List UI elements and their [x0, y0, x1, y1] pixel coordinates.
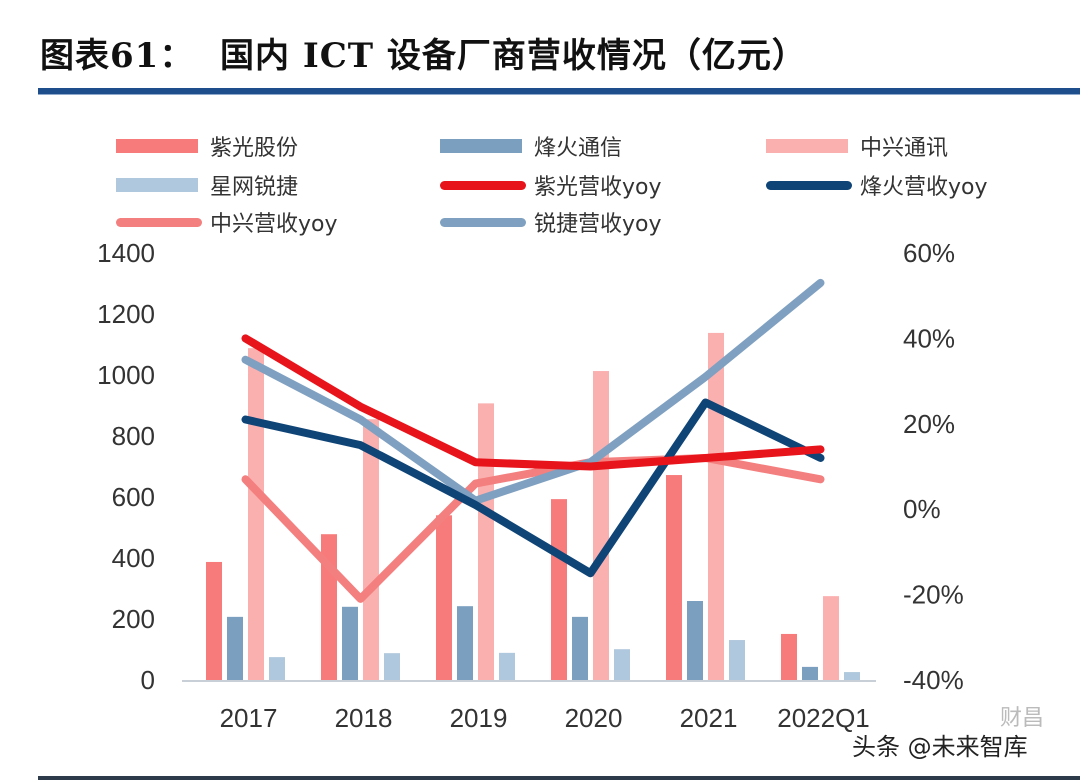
bar-1 [436, 515, 452, 680]
legend-label: 紫光营收yoy [534, 175, 662, 200]
bar-3 [593, 371, 609, 680]
legend-bar-swatch [116, 139, 198, 153]
y-left-tick-label: 1200 [97, 299, 155, 329]
x-tick-label: 2019 [450, 703, 508, 733]
bar-4 [269, 657, 285, 680]
watermark-logo: 财昌 [1000, 706, 1045, 731]
legend-item: 烽火通信 [440, 131, 622, 161]
line-series-1 [241, 334, 825, 471]
legend-label: 星网锐捷 [210, 175, 299, 200]
x-tick-label: 2020 [565, 703, 623, 733]
legend-line-swatch [440, 180, 526, 190]
bar-2 [227, 616, 243, 680]
legend-line-swatch [440, 217, 526, 227]
x-tick-label: 2017 [220, 703, 278, 733]
bar-3 [248, 348, 264, 680]
bottom-divider [38, 776, 1080, 780]
legend-bar-swatch [766, 139, 848, 153]
watermark-text: 头条 @未来智库 [852, 733, 1028, 761]
legend-bar-swatch [116, 178, 198, 192]
bar-3 [708, 332, 724, 680]
y-left-tick-label: 400 [112, 543, 155, 573]
y-left-tick-label: 1400 [97, 238, 155, 268]
y-left-tick-label: 600 [112, 482, 155, 512]
legend-item: 中兴通讯 [766, 131, 948, 161]
y-left-tick-label: 200 [112, 604, 155, 634]
legend-bar-swatch [440, 139, 522, 153]
legend-item: 紫光股份 [116, 131, 298, 161]
legend-line-swatch [116, 217, 202, 227]
y-left-tick-label: 1000 [97, 360, 155, 390]
legend-label: 中兴营收yoy [210, 212, 338, 237]
bar-1 [206, 561, 222, 680]
legend-label: 中兴通讯 [860, 136, 949, 161]
bar-4 [844, 672, 860, 680]
legend-item: 中兴营收yoy [116, 207, 338, 237]
x-tick-label: 2022Q1 [777, 703, 870, 733]
bar-2 [572, 616, 588, 680]
legend-label: 锐捷营收yoy [534, 212, 662, 237]
legend-label: 烽火营收yoy [860, 175, 988, 200]
bar-2 [687, 601, 703, 680]
legend-label: 紫光股份 [210, 136, 299, 161]
line-series-4 [241, 278, 825, 505]
bar-4 [614, 649, 630, 680]
bar-3 [363, 419, 379, 680]
bar-1 [551, 499, 567, 680]
y-right-tick-label: 40% [903, 323, 955, 353]
title-divider [38, 88, 1080, 95]
line-series-2 [241, 398, 825, 578]
y-left-tick-label: 0 [141, 665, 155, 695]
bar-4 [384, 653, 400, 680]
y-left-tick-label: 800 [112, 421, 155, 451]
legend-item: 紫光营收yoy [440, 170, 662, 200]
legend-item: 烽火营收yoy [766, 170, 988, 200]
bar-1 [666, 475, 682, 680]
bar-1 [781, 633, 797, 680]
bar-2 [342, 606, 358, 680]
x-tick-label: 2018 [335, 703, 393, 733]
bar-3 [823, 596, 839, 680]
y-right-tick-label: -20% [903, 580, 964, 610]
bar-2 [457, 606, 473, 680]
x-tick-label: 2021 [680, 703, 738, 733]
legend-item: 星网锐捷 [116, 170, 298, 200]
legend-item: 锐捷营收yoy [440, 207, 662, 237]
bar-2 [802, 666, 818, 680]
bar-4 [499, 652, 515, 680]
y-right-tick-label: 0% [903, 494, 941, 524]
legend-label: 烽火通信 [534, 136, 623, 161]
legend-line-swatch [766, 180, 852, 190]
y-right-tick-label: -40% [903, 665, 964, 695]
bar-4 [729, 640, 745, 680]
chart-title: 图表61： 国内 ICT 设备厂商营收情况（亿元） [40, 36, 807, 76]
bar-3 [478, 403, 494, 680]
y-right-tick-label: 20% [903, 409, 955, 439]
line-series-3 [241, 453, 825, 603]
y-right-tick-label: 60% [903, 238, 955, 268]
